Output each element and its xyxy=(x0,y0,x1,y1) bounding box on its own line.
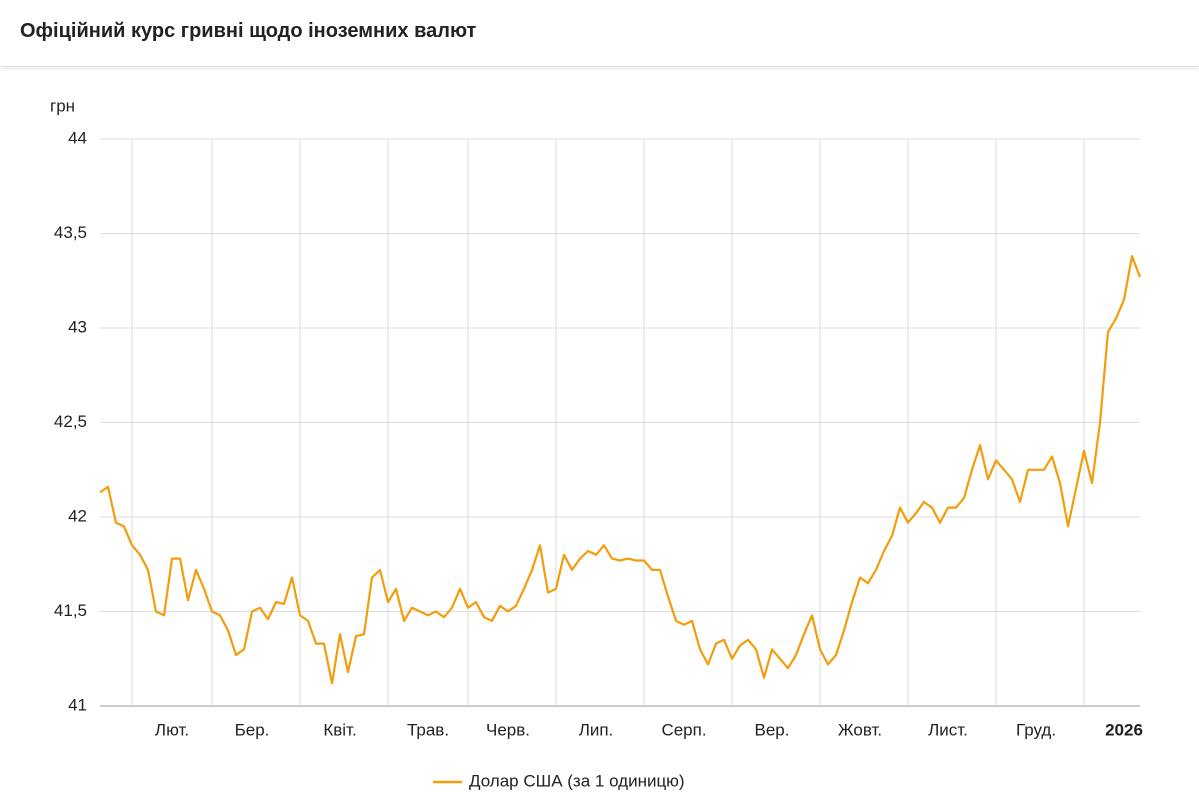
x-tick-label: Лют. xyxy=(155,720,189,739)
x-tick-label: Бер. xyxy=(235,720,270,739)
x-tick-label: Серп. xyxy=(661,720,706,739)
x-tick-label: Вер. xyxy=(755,720,790,739)
x-tick-label: Груд. xyxy=(1016,720,1056,739)
y-tick-label: 42,5 xyxy=(54,412,87,431)
x-tick-label: Лист. xyxy=(928,720,968,739)
y-tick-label: 43,5 xyxy=(54,223,87,242)
y-tick-label: 41 xyxy=(68,695,87,714)
x-tick-label: Жовт. xyxy=(838,720,882,739)
series-line xyxy=(99,255,1142,685)
y-tick-label: 42 xyxy=(68,506,87,525)
y-tick-label: 44 xyxy=(68,128,87,147)
y-tick-label: 41,5 xyxy=(54,601,87,620)
header: Офіційний курс гривні щодо іноземних вал… xyxy=(0,0,1199,67)
chart-title: Офіційний курс гривні щодо іноземних вал… xyxy=(20,20,477,42)
x-tick-label: 2026 xyxy=(1105,720,1143,739)
x-tick-label: Лип. xyxy=(579,720,614,739)
legend-label: Долар США (за 1 одиницю) xyxy=(469,771,685,790)
x-tick-label: Квіт. xyxy=(323,720,356,739)
y-axis-label: грн xyxy=(50,96,75,115)
x-tick-label: Черв. xyxy=(486,720,530,739)
x-tick-label: Трав. xyxy=(407,720,449,739)
y-tick-label: 43 xyxy=(68,317,87,336)
